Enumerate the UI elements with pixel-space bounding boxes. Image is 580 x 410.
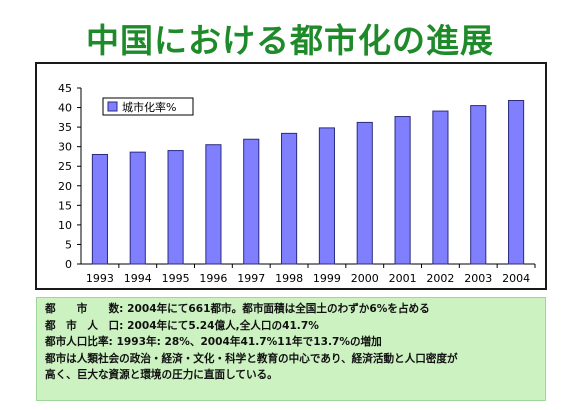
x-tick-label: 1993	[86, 272, 114, 285]
y-tick-label: 10	[58, 219, 72, 232]
info-line-urbanization-rate: 都市人口比率: 1993年: 28%、2004年41.7%11年で13.7%の増…	[45, 336, 382, 348]
bar-chart: 0 5 10 15 20 25 30 35 40 45 1993 1994 1995 1996 1997 19…	[58, 82, 536, 285]
info-line-city-count: 都 市 数: 2004年にて661都市。都市面積は全国土のわずか6%を占める	[45, 303, 430, 315]
bar	[91, 153, 108, 265]
legend-label: 城市化率%	[122, 100, 176, 114]
y-tick-label: 35	[58, 121, 72, 134]
bar	[432, 110, 449, 265]
legend-box	[102, 97, 194, 116]
bar	[167, 150, 184, 265]
y-tick-label: 0	[65, 258, 72, 271]
bar	[356, 121, 373, 265]
x-tick-label: 2002	[426, 272, 454, 285]
x-tick-label: 1996	[199, 272, 227, 285]
chart-frame: 0 5 10 15 20 25 30 35 40 45 1993 1994 1995 1996 1997 19…	[35, 62, 547, 290]
bar	[508, 100, 525, 265]
bar	[281, 132, 298, 265]
bar	[394, 116, 411, 265]
bar	[470, 105, 487, 265]
legend-swatch	[107, 101, 118, 112]
y-tick-label: 5	[65, 238, 72, 251]
y-tick-label: 30	[58, 141, 72, 154]
bar	[243, 138, 260, 265]
x-tick-label: 1995	[162, 272, 190, 285]
info-line-description-2: 高く、巨大な資源と環境の圧力に直面している。	[45, 369, 278, 381]
info-panel: 都 市 数: 2004年にて661都市。都市面積は全国土のわずか6%を占める 都…	[36, 297, 546, 401]
y-tick-label: 45	[58, 82, 72, 95]
x-tick-label: 1997	[237, 272, 265, 285]
x-tick-label: 2001	[389, 272, 417, 285]
x-tick-label: 1994	[124, 272, 152, 285]
page-title: 中国における都市化の進展	[86, 21, 494, 60]
bar	[318, 127, 335, 265]
bar	[129, 151, 146, 265]
x-tick-label: 2004	[502, 272, 530, 285]
info-line-urban-population: 都 市 人 口: 2004年にて5.24億人,全人口の41.7%	[45, 319, 319, 332]
x-tick-label: 2003	[464, 272, 492, 285]
y-tick-label: 40	[58, 102, 72, 115]
y-tick-label: 25	[58, 160, 72, 173]
y-tick-label: 20	[58, 180, 72, 193]
x-tick-label: 2000	[351, 272, 379, 285]
y-tick-label: 15	[58, 199, 72, 212]
bar	[205, 144, 222, 265]
x-tick-label: 1998	[275, 272, 303, 285]
x-tick-label: 1999	[313, 272, 341, 285]
info-line-description-1: 都市は人類社会の政治・経済・文化・科学と教育の中心であり、経済活動と人口密度が	[45, 352, 458, 365]
